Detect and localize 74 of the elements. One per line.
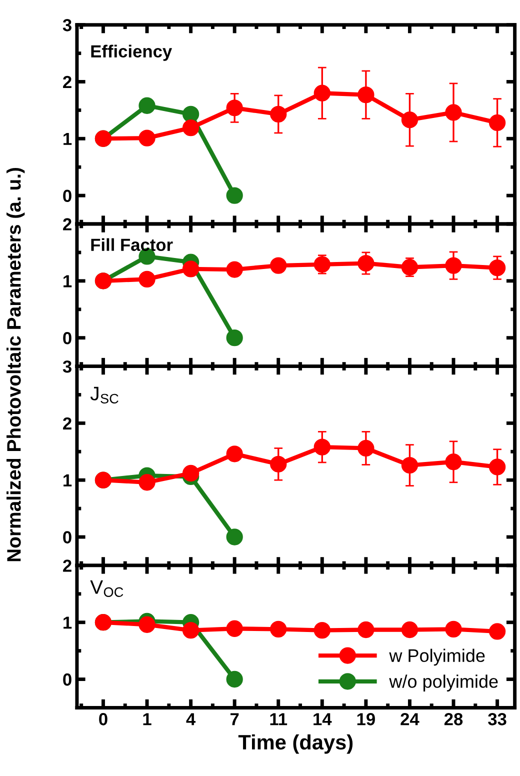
text: V$_{OC}$ bbox=[90, 580, 124, 597]
x-tick-label: 0 bbox=[99, 713, 108, 726]
x-tick-label: 14 bbox=[314, 713, 332, 726]
y-tick-label: 2 bbox=[63, 76, 72, 88]
x-tick-label: 24 bbox=[400, 713, 420, 726]
y-tick-label: 3 bbox=[62, 19, 72, 32]
point bbox=[488, 623, 506, 640]
point bbox=[182, 622, 200, 639]
x-tick-label: 7 bbox=[230, 713, 239, 726]
y-tick-label: 1 bbox=[64, 474, 72, 486]
point bbox=[445, 620, 462, 638]
y-tick-label: 0 bbox=[63, 531, 72, 544]
y-tick-label: 2 bbox=[63, 417, 72, 430]
y-tick-label: 0 bbox=[63, 673, 72, 686]
y-axis-title: Normalized Photovoltaic Parameters (a. u.) bbox=[6, 168, 25, 562]
point bbox=[314, 84, 330, 102]
point bbox=[226, 620, 243, 637]
point bbox=[358, 440, 374, 457]
text: Fill Factor bbox=[91, 238, 173, 251]
point bbox=[138, 130, 156, 146]
y-tick-label: 1 bbox=[64, 616, 72, 629]
text: J$_{SC}$ bbox=[90, 386, 118, 404]
point bbox=[445, 257, 462, 274]
y-tick-label: 2 bbox=[63, 218, 72, 230]
point bbox=[401, 112, 418, 128]
x-axis-title: Time (days) bbox=[238, 734, 353, 754]
point bbox=[270, 257, 287, 274]
point bbox=[488, 259, 506, 276]
point bbox=[314, 622, 330, 639]
x-tick-label: 19 bbox=[357, 713, 375, 726]
point bbox=[182, 120, 200, 136]
point bbox=[488, 458, 506, 476]
point bbox=[138, 97, 156, 114]
point bbox=[401, 258, 418, 276]
point bbox=[226, 329, 243, 346]
point bbox=[445, 104, 462, 121]
point bbox=[358, 86, 374, 104]
point bbox=[358, 254, 374, 272]
legend-label: w Polyimide bbox=[389, 648, 485, 666]
y-tick-label: 1 bbox=[64, 132, 72, 145]
x-tick-label: 4 bbox=[186, 713, 196, 726]
point bbox=[138, 270, 156, 288]
point bbox=[138, 616, 156, 633]
point bbox=[270, 106, 287, 123]
y-tick-label: 3 bbox=[62, 360, 72, 373]
x-tick-label: 28 bbox=[444, 713, 463, 726]
point bbox=[226, 446, 243, 462]
x-tick-label: 33 bbox=[488, 713, 506, 726]
point bbox=[226, 261, 243, 278]
x-tick-label: 11 bbox=[270, 713, 288, 726]
point bbox=[401, 456, 418, 474]
y-tick-label: 0 bbox=[63, 332, 72, 344]
point bbox=[270, 456, 287, 472]
y-tick-label: 2 bbox=[63, 560, 72, 572]
point bbox=[182, 260, 200, 278]
point bbox=[314, 438, 330, 456]
point bbox=[401, 621, 418, 638]
y-tick-label: 1 bbox=[64, 275, 72, 288]
point bbox=[445, 454, 462, 470]
point bbox=[226, 100, 243, 116]
point bbox=[226, 670, 243, 688]
x-tick-label: 1 bbox=[143, 713, 152, 726]
text: Efficiency bbox=[91, 44, 172, 61]
point bbox=[314, 256, 330, 273]
point bbox=[138, 474, 156, 491]
point bbox=[358, 621, 374, 638]
point bbox=[182, 106, 200, 123]
point bbox=[226, 187, 243, 204]
point bbox=[488, 114, 506, 132]
legend-label: w/o polyimide bbox=[389, 674, 498, 692]
point bbox=[182, 464, 200, 482]
point bbox=[226, 528, 243, 546]
y-tick-label: 0 bbox=[63, 190, 72, 202]
point bbox=[270, 620, 287, 638]
